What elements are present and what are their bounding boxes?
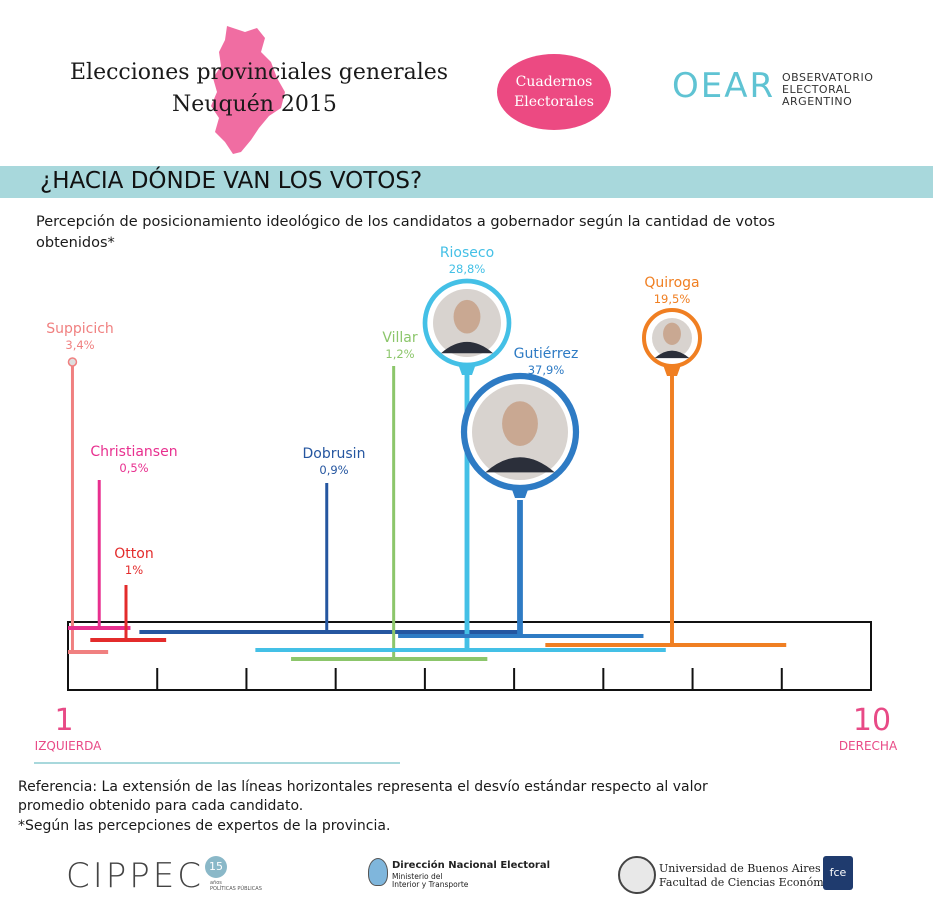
argentina-emblem-icon xyxy=(368,858,388,886)
avatar-body-gutierrez xyxy=(485,457,555,473)
label-dobrusin: Dobrusin xyxy=(303,446,366,462)
divider xyxy=(34,762,400,764)
votes-dobrusin: 0,9% xyxy=(319,463,348,477)
cippec-logo: CIPPEC xyxy=(66,856,204,896)
fce-logo: fce xyxy=(823,856,853,890)
page-title-line2: Neuquén 2015 xyxy=(172,92,337,117)
cippec-subtitle: años POLÍTICAS PÚBLICAS xyxy=(210,880,262,892)
uba-title: Universidad de Buenos Aires xyxy=(659,862,821,875)
avatar-face-gutierrez xyxy=(502,401,538,446)
marker-suppicich xyxy=(67,357,78,367)
votes-christiansen: 0,5% xyxy=(119,461,148,475)
label-suppicich: Suppicich xyxy=(46,321,114,337)
avatar-face-quiroga xyxy=(663,322,681,345)
label-otton: Otton xyxy=(114,546,153,562)
reference-note: Referencia: La extensión de las líneas h… xyxy=(18,779,708,814)
axis-min-label: 1 xyxy=(54,703,73,738)
votes-rioseco: 28,8% xyxy=(449,262,486,276)
uba-subtitle: Facultad de Ciencias Económicas xyxy=(659,876,846,889)
cippec-sub1: años xyxy=(210,880,222,886)
votes-quiroga: 19,5% xyxy=(654,292,691,306)
votes-suppicich: 3,4% xyxy=(65,338,94,352)
dne-sub1: Ministerio del xyxy=(392,872,443,881)
cuadernos-electorales-badge: Cuadernos Electorales xyxy=(497,54,611,130)
badge-line1: Cuadernos xyxy=(515,74,593,90)
avatar-body-quiroga xyxy=(654,350,690,359)
oear-logo: OEAR xyxy=(672,66,776,106)
label-villar: Villar xyxy=(382,330,418,346)
votes-otton: 1% xyxy=(125,563,143,577)
oear-line3: ARGENTINO xyxy=(782,95,853,108)
uba-seal-icon xyxy=(618,856,656,894)
label-rioseco: Rioseco xyxy=(440,245,494,261)
chart-subtitle: Percepción de posicionamiento ideológico… xyxy=(36,214,776,251)
dne-sub2: Interior y Transporte xyxy=(392,880,469,889)
label-christiansen: Christiansen xyxy=(90,444,177,460)
label-gutierrez: Gutiérrez xyxy=(514,346,579,362)
section-title: ¿HACIA DÓNDE VAN LOS VOTOS? xyxy=(40,168,423,194)
source-note: *Según las percepciones de expertos de l… xyxy=(18,818,391,834)
oear-line2: ELECTORAL xyxy=(782,83,851,96)
avatar-body-rioseco xyxy=(440,341,494,354)
axis-box xyxy=(67,621,872,691)
axis-right-caption: DERECHA xyxy=(839,739,898,753)
cippec-15-badge: 15 xyxy=(205,856,227,878)
votes-villar: 1,2% xyxy=(385,347,414,361)
badge-line2: Electorales xyxy=(514,94,594,110)
dne-title: Dirección Nacional Electoral xyxy=(392,860,551,871)
axis-left-caption: IZQUIERDA xyxy=(35,739,102,753)
page-title-line1: Elecciones provinciales generales xyxy=(70,60,449,85)
avatar-face-rioseco xyxy=(453,299,481,334)
votes-gutierrez: 37,9% xyxy=(528,363,565,377)
section-title-bar xyxy=(0,166,933,198)
oear-line1: OBSERVATORIO xyxy=(782,71,874,84)
neuquen-map-icon xyxy=(211,26,285,154)
axis-max-label: 10 xyxy=(853,703,891,738)
cippec-sub2: POLÍTICAS PÚBLICAS xyxy=(210,886,262,892)
label-quiroga: Quiroga xyxy=(644,275,699,291)
dne-subtitle: Ministerio del Interior y Transporte xyxy=(392,873,468,889)
